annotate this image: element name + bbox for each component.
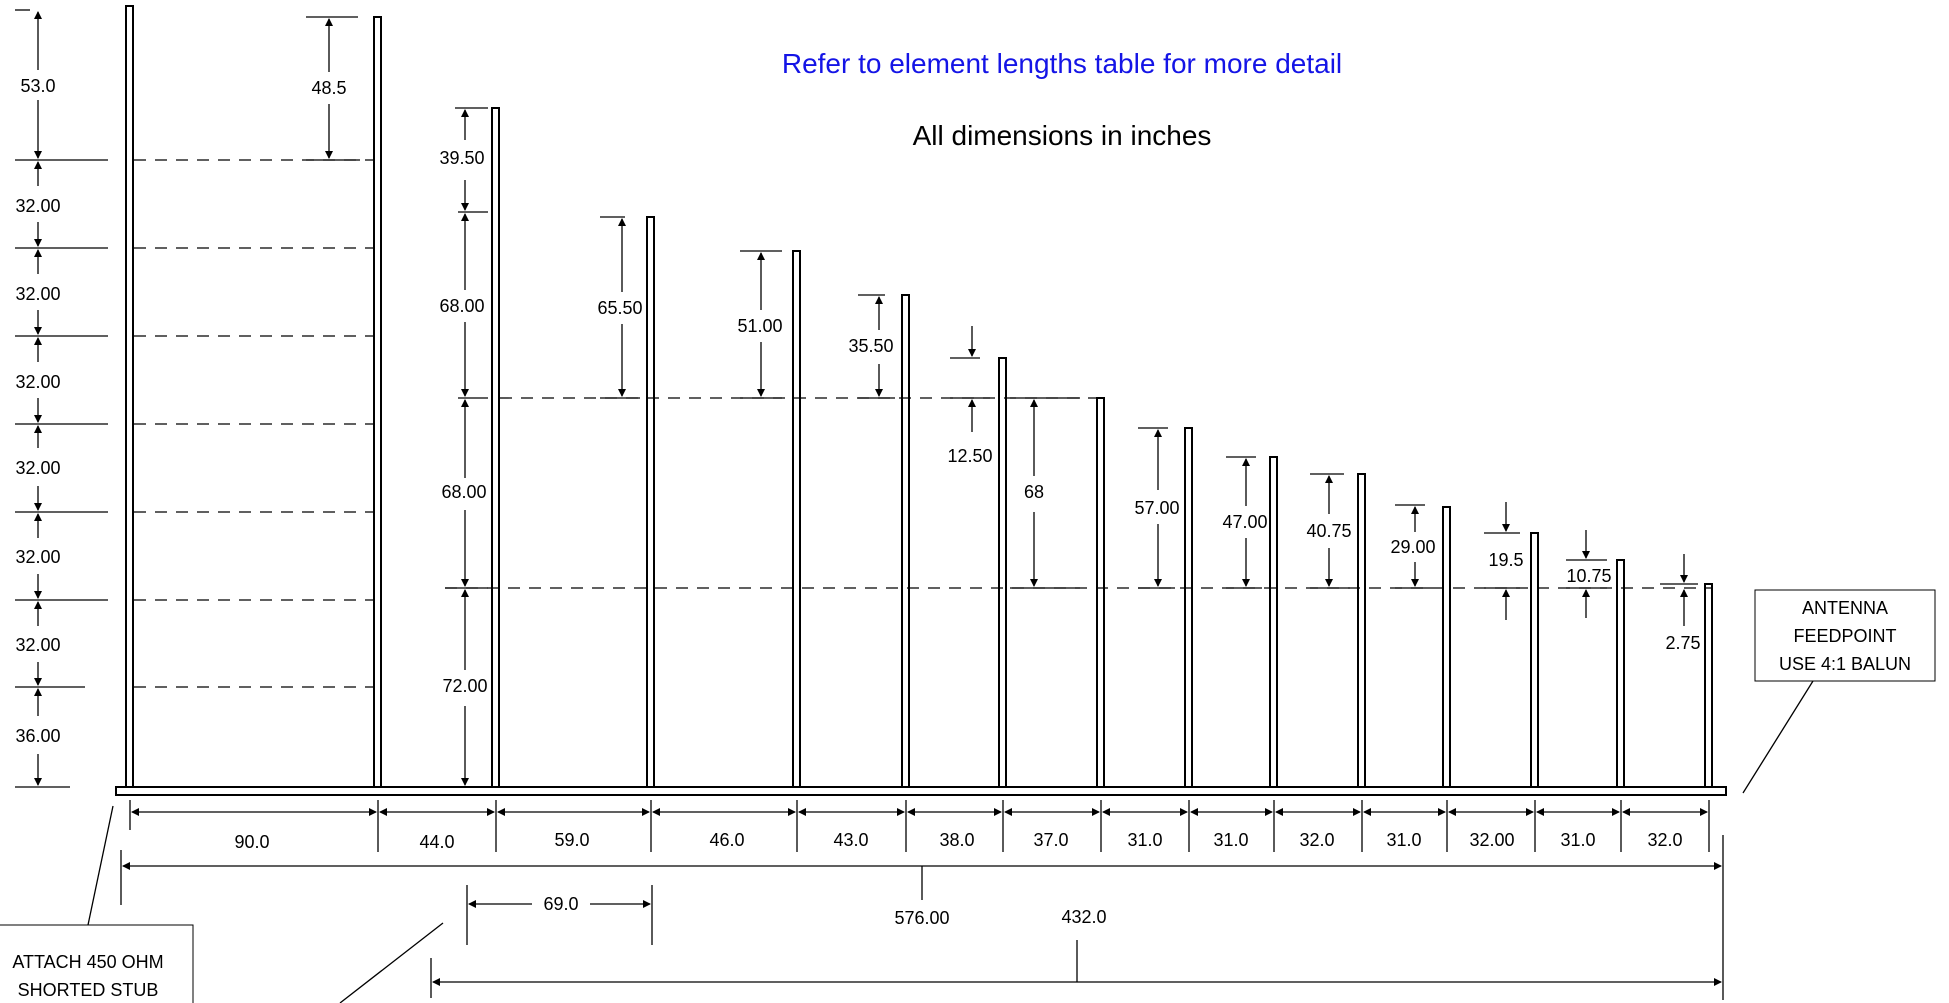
element-14 xyxy=(1616,559,1625,788)
element-dimensions: 48.5 39.50 68.00 68.00 72.00 65.50 51.00 xyxy=(306,16,1701,788)
dim-element-10: 47.00 xyxy=(1222,512,1267,532)
element-10 xyxy=(1269,456,1278,788)
feedpoint-callout: ANTENNA FEEDPOINT USE 4:1 BALUN xyxy=(1742,589,1936,794)
spacing-9: 31.0 xyxy=(1213,830,1248,850)
dim-element-13: 19.5 xyxy=(1488,550,1523,570)
reference-lines xyxy=(134,159,1712,688)
spacing-dimensions: 90.0 44.0 59.0 46.0 43.0 38.0 37.0 31.0 … xyxy=(129,800,1710,852)
left-dim-8: 36.00 xyxy=(15,726,60,746)
element-8 xyxy=(1096,397,1105,788)
units-note: All dimensions in inches xyxy=(913,120,1212,151)
offset-length: 69.0 xyxy=(543,894,578,914)
feedpoint-line-2: FEEDPOINT xyxy=(1793,626,1896,646)
spacing-8: 31.0 xyxy=(1127,830,1162,850)
element-1 xyxy=(125,5,134,788)
element-6 xyxy=(901,294,910,788)
element-15 xyxy=(1704,583,1713,788)
spacing-14: 32.0 xyxy=(1647,830,1682,850)
dim-element-5: 51.00 xyxy=(737,316,782,336)
left-dim-3: 32.00 xyxy=(15,284,60,304)
partial-length: 432.0 xyxy=(1061,907,1106,927)
element-2 xyxy=(373,16,382,788)
dim-element-3-bot: 72.00 xyxy=(442,676,487,696)
spacing-1: 90.0 xyxy=(234,832,269,852)
dim-element-9: 57.00 xyxy=(1134,498,1179,518)
detail-note: Refer to element lengths table for more … xyxy=(782,48,1342,79)
element-12 xyxy=(1442,506,1451,788)
dim-element-15: 2.75 xyxy=(1665,633,1700,653)
boom xyxy=(115,786,1727,796)
feedpoint-line-3: USE 4:1 BALUN xyxy=(1779,654,1911,674)
element-7 xyxy=(998,357,1007,788)
spacing-4: 46.0 xyxy=(709,830,744,850)
overall-length: 576.00 xyxy=(894,908,949,928)
left-dim-5: 32.00 xyxy=(15,458,60,478)
dim-element-12: 29.00 xyxy=(1390,537,1435,557)
dim-element-3-low: 68.00 xyxy=(441,482,486,502)
spacing-2: 44.0 xyxy=(419,832,454,852)
dim-element-2: 48.5 xyxy=(311,78,346,98)
spacing-6: 38.0 xyxy=(939,830,974,850)
left-dim-4: 32.00 xyxy=(15,372,60,392)
dim-element-7: 12.50 xyxy=(947,446,992,466)
dim-element-3-mid: 68.00 xyxy=(439,296,484,316)
feedpoint-line-1: ANTENNA xyxy=(1802,598,1888,618)
left-dim-6: 32.00 xyxy=(15,547,60,567)
left-dim-1: 53.0 xyxy=(20,76,55,96)
element-9 xyxy=(1184,427,1193,788)
left-dim-7: 32.00 xyxy=(15,635,60,655)
overall-dimensions: 576.00 69.0 432.0 xyxy=(120,835,1724,1000)
dim-element-14: 10.75 xyxy=(1566,566,1611,586)
spacing-7: 37.0 xyxy=(1033,830,1068,850)
stub-callout: ATTACH 450 OHM SHORTED STUB xyxy=(0,805,444,1003)
element-3 xyxy=(491,107,500,788)
dim-element-3-top: 39.50 xyxy=(439,148,484,168)
spacing-13: 31.0 xyxy=(1560,830,1595,850)
elements xyxy=(125,5,1713,788)
spacing-11: 31.0 xyxy=(1386,830,1421,850)
stub-line-2: SHORTED STUB xyxy=(18,980,159,1000)
stub-line-1: ATTACH 450 OHM xyxy=(12,952,163,972)
element-5 xyxy=(792,250,801,788)
left-dimension-stack: 53.0 32.00 32.00 32.00 32.00 32.00 32.00… xyxy=(15,9,108,788)
element-13 xyxy=(1530,532,1539,788)
dim-element-6: 35.50 xyxy=(848,336,893,356)
spacing-5: 43.0 xyxy=(833,830,868,850)
spacing-12: 32.00 xyxy=(1469,830,1514,850)
dim-element-11: 40.75 xyxy=(1306,521,1351,541)
left-dim-2: 32.00 xyxy=(15,196,60,216)
spacing-10: 32.0 xyxy=(1299,830,1334,850)
element-11 xyxy=(1357,473,1366,788)
element-4 xyxy=(646,216,655,788)
spacing-3: 59.0 xyxy=(554,830,589,850)
dim-element-4: 65.50 xyxy=(597,298,642,318)
dim-element-8: 68 xyxy=(1024,482,1044,502)
